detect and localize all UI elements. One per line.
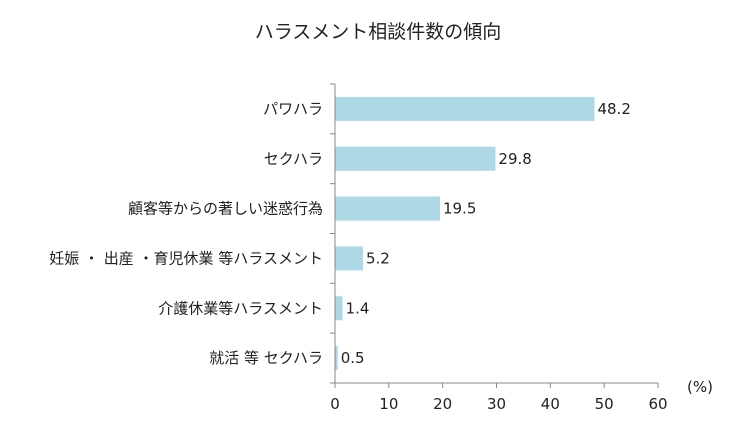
x-tick-label-6: 60 [648, 395, 667, 413]
category-label-4: 介護休業等ハラスメント [158, 299, 323, 317]
bar-5 [335, 346, 338, 371]
labels-group: パワハラ 48.2 セクハラ 29.8 顧客等からの著しい迷惑行為 19.5 妊娠 ・ 出産… [49, 100, 667, 413]
bar-3 [335, 246, 363, 271]
x-tick-label-5: 50 [595, 395, 614, 413]
data-label-1: 29.8 [498, 150, 531, 168]
x-tick-label-2: 20 [433, 395, 452, 413]
x-tick-label-4: 40 [541, 395, 560, 413]
category-label-3: 妊娠 ・ 出産 ・育児休業 等ハラスメント [49, 249, 323, 267]
axes-group [330, 83, 659, 388]
x-tick-label-0: 0 [330, 395, 340, 413]
bar-2 [335, 196, 440, 221]
category-label-2: 顧客等からの著しい迷惑行為 [128, 200, 323, 218]
x-tick-label-3: 30 [487, 395, 506, 413]
data-label-0: 48.2 [597, 100, 630, 118]
bar-4 [335, 296, 343, 321]
data-label-3: 5.2 [366, 249, 390, 267]
x-tick-label-1: 10 [379, 395, 398, 413]
data-label-5: 0.5 [341, 349, 365, 367]
category-label-0: パワハラ [263, 100, 323, 118]
category-label-5: 就活 等 セクハラ [209, 349, 323, 367]
category-label-1: セクハラ [264, 150, 323, 168]
data-label-4: 1.4 [346, 299, 370, 317]
bar-1 [335, 146, 496, 171]
chart-title: ハラスメント相談件数の傾向 [255, 21, 502, 43]
bar-0 [335, 96, 595, 121]
data-label-2: 19.5 [443, 200, 476, 218]
x-axis-unit-label: (%) [687, 378, 713, 396]
bars-group [335, 96, 595, 371]
